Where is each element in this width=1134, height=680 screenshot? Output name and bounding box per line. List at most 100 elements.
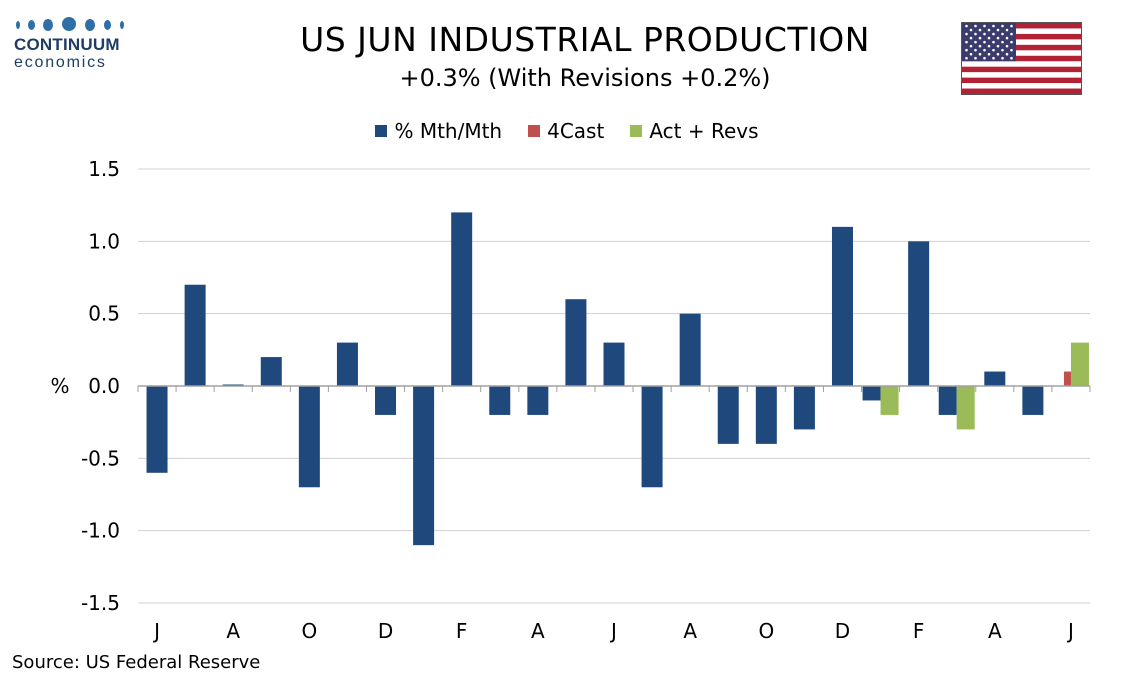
flag-star — [969, 28, 973, 32]
flag-stripe — [962, 55, 1081, 62]
chart-title: US JUN INDUSTRIAL PRODUCTION — [300, 20, 870, 59]
flag-stripe — [962, 39, 1081, 46]
bar--mth-mth — [336, 342, 358, 386]
flag-star — [974, 56, 977, 60]
flag-stripe — [962, 88, 1081, 94]
bar--mth-mth — [938, 386, 957, 415]
flag-star — [983, 48, 986, 52]
bar--mth-mth — [146, 386, 168, 473]
flag-star — [1005, 36, 1009, 40]
bar-act-revs — [880, 386, 899, 415]
flag-stripe — [962, 28, 1081, 35]
legend-label: Act + Revs — [649, 119, 759, 143]
flag-star — [1001, 24, 1004, 28]
flag-stripe — [962, 77, 1081, 84]
flag-star — [969, 52, 973, 56]
flag-star — [996, 36, 1000, 40]
flag-star — [1005, 28, 1009, 32]
flag-star — [1010, 56, 1013, 60]
bar--mth-mth — [565, 299, 587, 386]
flag-star — [965, 56, 968, 60]
flag-star — [974, 40, 977, 44]
flag-star — [1010, 24, 1013, 28]
x-tick-label: D — [835, 619, 850, 643]
flag-star — [996, 52, 1000, 56]
flag-star — [978, 36, 982, 40]
flag-star — [987, 28, 991, 32]
bar-act-revs — [956, 386, 975, 430]
flag-star — [992, 40, 995, 44]
legend-label: % Mth/Mth — [394, 119, 503, 143]
flag-star — [1010, 48, 1013, 52]
x-tick-label: F — [913, 619, 925, 643]
y-tick-label: 1.5 — [88, 157, 120, 181]
flag-star — [978, 28, 982, 32]
bar-act-revs — [1070, 342, 1089, 386]
logo-subtitle: economics — [14, 54, 107, 71]
flag-star — [992, 56, 995, 60]
flag-star — [965, 48, 968, 52]
bar-4cast — [1063, 371, 1071, 386]
flag-star — [1005, 52, 1009, 56]
legend-swatch — [528, 125, 541, 137]
x-tick-label: D — [378, 619, 393, 643]
flag-star — [978, 44, 982, 48]
x-tick-label: J — [1066, 619, 1074, 643]
bar--mth-mth — [451, 212, 473, 386]
flag-stripe — [962, 50, 1081, 57]
flag-stripe — [962, 23, 1081, 29]
bar--mth-mth — [984, 371, 1006, 386]
flag-star — [965, 24, 968, 28]
bar--mth-mth — [679, 313, 701, 386]
flag-stripe — [962, 66, 1081, 73]
y-axis-label: % — [50, 374, 69, 398]
flag-star — [1001, 48, 1004, 52]
bar--mth-mth — [375, 386, 397, 415]
bar--mth-mth — [260, 357, 282, 386]
flag-star — [965, 40, 968, 44]
y-tick-label: -1.0 — [81, 519, 120, 543]
flag-star — [974, 32, 977, 36]
legend-item-act-revs: Act + Revs — [630, 119, 759, 143]
flag-star — [974, 24, 977, 28]
logo-dots-icon — [14, 14, 134, 36]
bar--mth-mth — [862, 386, 881, 401]
x-tick-label: A — [683, 619, 697, 643]
bar--mth-mth — [527, 386, 549, 415]
flag-star — [983, 56, 986, 60]
bar--mth-mth — [755, 386, 777, 444]
source-note: Source: US Federal Reserve — [12, 652, 261, 673]
flag-star — [987, 44, 991, 48]
flag-star — [992, 24, 995, 28]
bar--mth-mth — [831, 226, 853, 386]
flag-star — [996, 44, 1000, 48]
flag-star — [1010, 32, 1013, 36]
y-tick-label: -1.5 — [81, 591, 120, 615]
flag-star — [1010, 40, 1013, 44]
logo-name: CONTINUUM — [14, 35, 120, 54]
x-tick-label: O — [758, 619, 774, 643]
y-tick-label: -0.5 — [81, 446, 120, 470]
chart-subtitle: +0.3% (With Revisions +0.2%) — [399, 64, 771, 92]
bar--mth-mth — [641, 386, 663, 488]
flag-star — [996, 28, 1000, 32]
flag-star — [1005, 44, 1009, 48]
bar--mth-mth — [489, 386, 511, 415]
flag-star — [992, 32, 995, 36]
flag-star — [969, 36, 973, 40]
x-tick-label: J — [152, 619, 160, 643]
flag-stripe — [962, 33, 1081, 40]
flag-star — [1001, 56, 1004, 60]
bar--mth-mth — [1022, 386, 1044, 415]
flag-star — [1001, 40, 1004, 44]
us-flag-icon — [961, 22, 1082, 95]
legend-swatch — [630, 125, 643, 137]
legend-label: 4Cast — [547, 119, 605, 143]
flag-stripe — [962, 83, 1081, 89]
bar--mth-mth — [793, 386, 815, 430]
flag-star — [987, 52, 991, 56]
bar--mth-mth — [298, 386, 320, 488]
bar--mth-mth — [603, 342, 625, 386]
legend-swatch — [375, 125, 388, 137]
